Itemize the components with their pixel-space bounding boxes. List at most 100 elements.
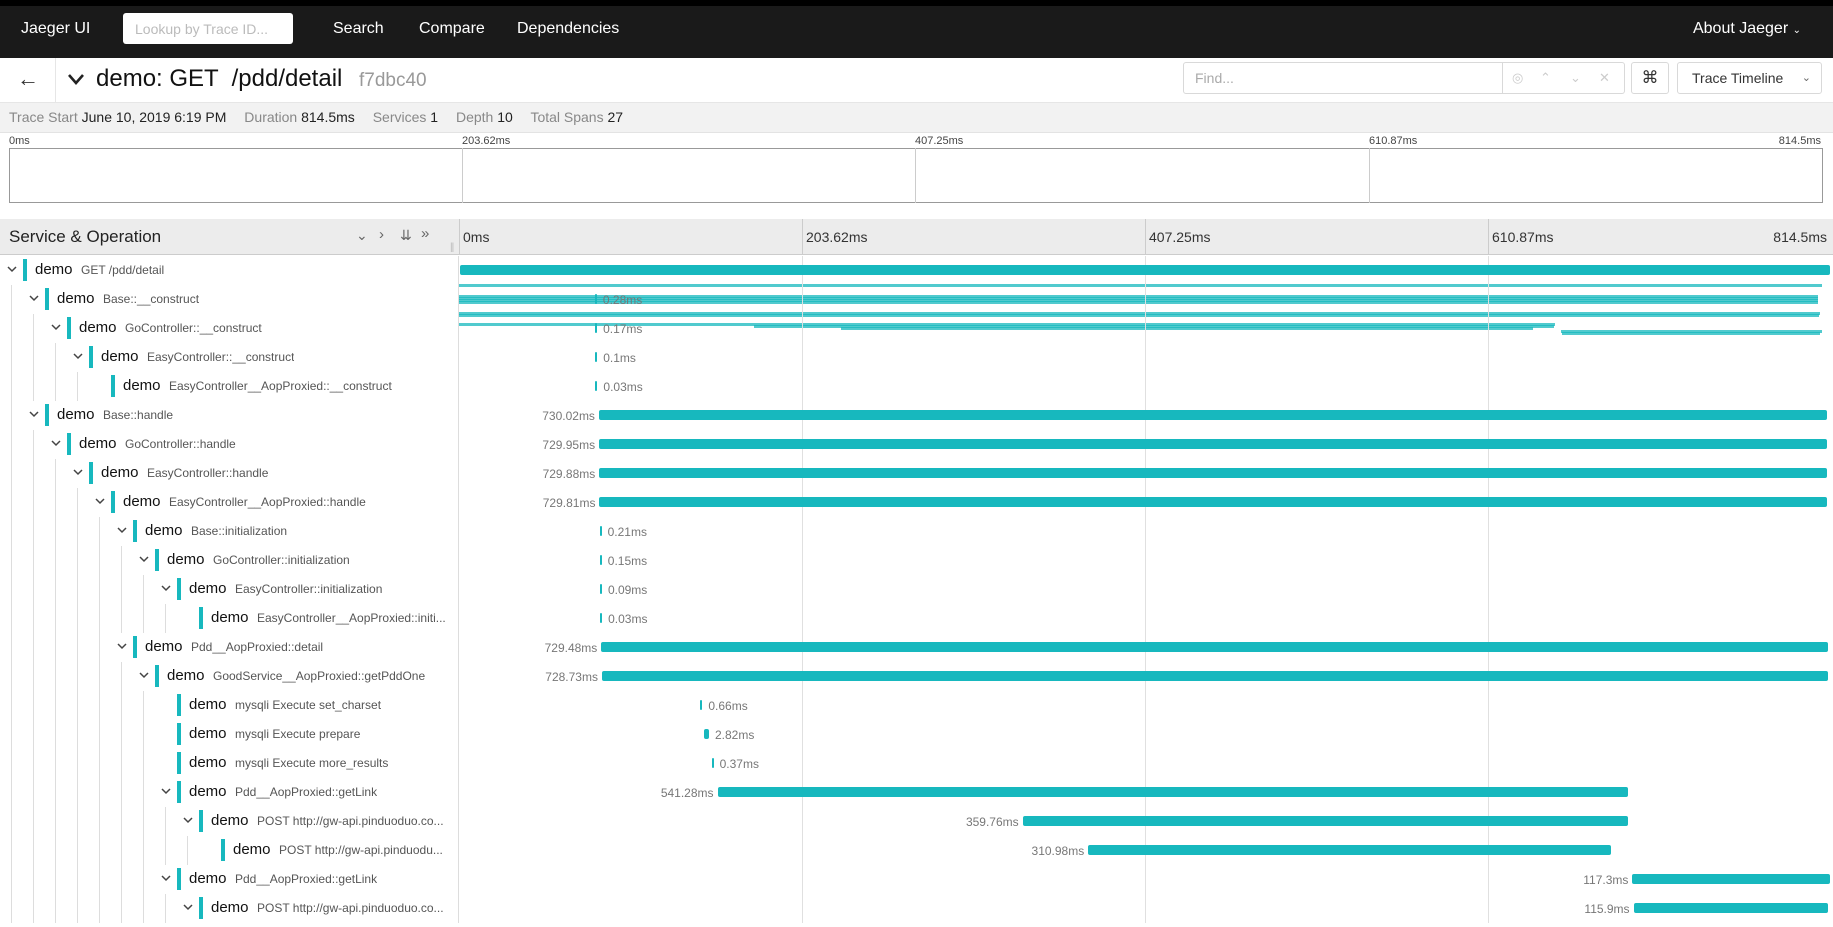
span-name-cell[interactable]: demo GoController::handle — [0, 430, 459, 459]
span-bar[interactable] — [1022, 816, 1628, 826]
next-match-icon[interactable]: ⌄ — [1570, 70, 1581, 85]
span-bar[interactable] — [599, 584, 602, 594]
collapse-all-icon[interactable]: ⇊ — [400, 227, 412, 243]
span-name-cell[interactable]: demo GoController::__construct — [0, 314, 459, 343]
span-name-cell[interactable]: demo Base::handle — [0, 401, 459, 430]
span-name-cell[interactable]: demo mysqli Execute set_charset — [0, 691, 459, 720]
span-row[interactable]: demo POST http://gw-api.pinduodu... 310.98… — [0, 836, 1833, 865]
expand-all-icon[interactable]: » — [421, 225, 430, 242]
trace-minimap[interactable]: 0ms 203.62ms 407.25ms 610.87ms 814.5ms — [0, 133, 1833, 335]
span-row[interactable]: demo Pdd__AopProxied::getLink 541.28ms — [0, 778, 1833, 807]
span-bar[interactable] — [1632, 874, 1830, 884]
about-jaeger-menu[interactable]: About Jaeger ⌄ — [1693, 20, 1801, 38]
span-row[interactable]: demo mysqli Execute more_results 0.37ms — [0, 749, 1833, 778]
span-bar[interactable] — [599, 497, 1827, 507]
trace-id-lookup-input[interactable] — [123, 13, 293, 44]
span-row[interactable]: demo mysqli Execute prepare 2.82ms — [0, 720, 1833, 749]
span-bar[interactable] — [700, 700, 703, 710]
view-mode-select[interactable]: Trace Timeline ⌄ — [1677, 62, 1822, 94]
span-row[interactable]: demo GoodService__AopProxied::getPddOne 72… — [0, 662, 1833, 691]
span-name-cell[interactable]: demo Base::initialization — [0, 517, 459, 546]
span-row[interactable]: demo Base::handle 730.02ms — [0, 401, 1833, 430]
brand-link[interactable]: Jaeger UI — [21, 20, 91, 37]
span-name-cell[interactable]: demo POST http://gw-api.pinduoduo.co... — [0, 807, 459, 836]
collapse-chevron-icon[interactable] — [94, 495, 106, 507]
span-row[interactable]: demo GoController::handle 729.95ms — [0, 430, 1833, 459]
span-bar[interactable] — [599, 468, 1827, 478]
span-name-cell[interactable]: demo EasyController__AopProxied::handle — [0, 488, 459, 517]
span-bar[interactable] — [601, 671, 1828, 681]
collapse-chevron-icon[interactable] — [116, 524, 128, 536]
collapse-chevron-icon[interactable] — [138, 553, 150, 565]
span-bar[interactable] — [598, 410, 1827, 420]
span-row[interactable]: demo Base::initialization 0.21ms — [0, 517, 1833, 546]
span-row[interactable]: demo EasyController__AopProxied::__constr… — [0, 372, 1833, 401]
span-bar[interactable] — [717, 787, 1628, 797]
span-row[interactable]: demo POST http://gw-api.pinduoduo.co... 35… — [0, 807, 1833, 836]
span-row[interactable]: demo EasyController::initialization 0.09ms — [0, 575, 1833, 604]
clear-search-icon[interactable]: ✕ — [1599, 70, 1610, 85]
collapse-chevron-icon[interactable] — [160, 785, 172, 797]
find-input[interactable] — [1183, 62, 1503, 94]
column-divider[interactable] — [459, 219, 460, 255]
span-row[interactable]: demo Pdd__AopProxied::getLink 117.3ms — [0, 865, 1833, 894]
minimap-viewport[interactable] — [9, 148, 1823, 203]
collapse-chevron-icon[interactable] — [160, 582, 172, 594]
collapse-chevron-icon[interactable] — [50, 437, 62, 449]
prev-match-icon[interactable]: ⌃ — [1540, 70, 1551, 85]
collapse-chevron-icon[interactable] — [50, 321, 62, 333]
span-bar[interactable] — [600, 613, 603, 623]
span-bar[interactable] — [1633, 903, 1829, 913]
collapse-chevron-icon[interactable] — [6, 263, 18, 275]
span-row[interactable]: demo Base::__construct 0.28ms — [0, 285, 1833, 314]
span-bar[interactable] — [601, 642, 1829, 652]
span-name-cell[interactable]: demo EasyController::__construct — [0, 343, 459, 372]
span-name-cell[interactable]: demo EasyController__AopProxied::initi... — [0, 604, 459, 633]
span-bar[interactable] — [599, 555, 602, 565]
span-name-cell[interactable]: demo mysqli Execute more_results — [0, 749, 459, 778]
collapse-chevron-icon[interactable] — [28, 292, 40, 304]
nav-dependencies-link[interactable]: Dependencies — [517, 20, 620, 37]
span-row[interactable]: demo EasyController__AopProxied::handle 72… — [0, 488, 1833, 517]
span-name-cell[interactable]: demo mysqli Execute prepare — [0, 720, 459, 749]
span-bar[interactable] — [595, 381, 598, 391]
collapse-chevron-icon[interactable] — [28, 408, 40, 420]
span-bar[interactable] — [599, 526, 602, 536]
span-row[interactable]: demo Pdd__AopProxied::detail 729.48ms — [0, 633, 1833, 662]
span-bar[interactable] — [460, 265, 1830, 275]
span-row[interactable]: demo EasyController::__construct 0.1ms — [0, 343, 1833, 372]
collapse-chevron-icon[interactable] — [182, 901, 194, 913]
span-name-cell[interactable]: demo Pdd__AopProxied::getLink — [0, 865, 459, 894]
column-resize-handle[interactable]: || — [450, 242, 454, 253]
collapse-chevron-icon[interactable] — [116, 640, 128, 652]
span-bar[interactable] — [595, 323, 598, 333]
collapse-chevron-icon[interactable] — [72, 466, 84, 478]
span-bar[interactable] — [594, 294, 597, 304]
span-bar[interactable] — [595, 352, 598, 362]
span-name-cell[interactable]: demo Pdd__AopProxied::detail — [0, 633, 459, 662]
span-bar[interactable] — [711, 758, 714, 768]
collapse-one-icon[interactable]: ⌄ — [356, 227, 368, 243]
span-row[interactable]: demo mysqli Execute set_charset 0.66ms — [0, 691, 1833, 720]
nav-search-link[interactable]: Search — [333, 20, 384, 37]
span-row[interactable]: demo GoController::__construct 0.17ms — [0, 314, 1833, 343]
span-row[interactable]: demo GET /pdd/detail — [0, 256, 1833, 285]
span-row[interactable]: demo GoController::initialization 0.15ms — [0, 546, 1833, 575]
span-bar[interactable] — [1088, 845, 1612, 855]
collapse-chevron-icon[interactable] — [138, 669, 150, 681]
collapse-chevron-icon[interactable] — [182, 814, 194, 826]
span-name-cell[interactable]: demo GoController::initialization — [0, 546, 459, 575]
span-name-cell[interactable]: demo EasyController::initialization — [0, 575, 459, 604]
keyboard-shortcuts-button[interactable]: ⌘ — [1631, 62, 1669, 94]
locate-icon[interactable]: ◎ — [1512, 70, 1524, 85]
span-row[interactable]: demo POST http://gw-api.pinduoduo.co... 11… — [0, 894, 1833, 923]
span-name-cell[interactable]: demo EasyController__AopProxied::__constr… — [0, 372, 459, 401]
collapse-trace-chevron-icon[interactable] — [66, 69, 86, 89]
span-row[interactable]: demo EasyController::handle 729.88ms — [0, 459, 1833, 488]
expand-one-icon[interactable]: › — [379, 226, 384, 243]
collapse-chevron-icon[interactable] — [160, 872, 172, 884]
span-bar[interactable] — [599, 439, 1827, 449]
span-name-cell[interactable]: demo EasyController::handle — [0, 459, 459, 488]
back-arrow-icon[interactable]: ← — [17, 66, 39, 91]
collapse-chevron-icon[interactable] — [72, 350, 84, 362]
